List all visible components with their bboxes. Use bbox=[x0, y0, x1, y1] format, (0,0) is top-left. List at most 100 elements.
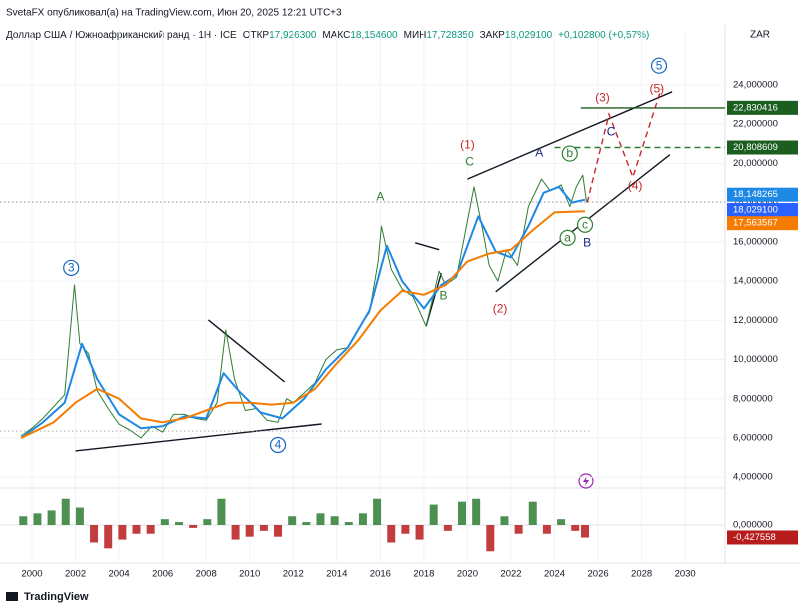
wave-label: c bbox=[582, 217, 588, 231]
oscillator-bar bbox=[61, 498, 70, 525]
wave-label: A bbox=[376, 189, 384, 203]
oscillator-bar bbox=[528, 501, 537, 525]
oscillator-bar bbox=[189, 525, 198, 528]
x-tick-label: 2020 bbox=[457, 569, 478, 580]
oscillator-bar bbox=[415, 525, 424, 540]
x-tick-label: 2010 bbox=[239, 569, 260, 580]
oscillator-bar bbox=[245, 525, 254, 537]
x-tick-label: 2014 bbox=[326, 569, 347, 580]
y-tick-label: 8,000000 bbox=[733, 393, 773, 404]
price-label: 20,808609 bbox=[733, 142, 778, 153]
wave-circle bbox=[650, 57, 668, 74]
y-tick-label: 16,000000 bbox=[733, 236, 778, 247]
x-tick-label: 2012 bbox=[283, 569, 304, 580]
author-line: SvetaFX опубликовал(а) на TradingView.co… bbox=[6, 7, 342, 19]
wave-label: (1) bbox=[460, 137, 475, 151]
wave-label: B bbox=[583, 235, 591, 249]
y-tick-label: 20,000000 bbox=[733, 158, 778, 169]
header-high: 18,154600 bbox=[350, 30, 398, 41]
oscillator-bar bbox=[132, 525, 141, 534]
brand: TradingView bbox=[24, 591, 89, 603]
series-line bbox=[20, 174, 587, 439]
x-tick-label: 2002 bbox=[65, 569, 86, 580]
price-label: 17,563567 bbox=[733, 218, 778, 229]
wave-label: b bbox=[566, 146, 573, 160]
oscillator-bar bbox=[316, 513, 325, 525]
wave-circle bbox=[561, 145, 578, 162]
y-tick-label: 10,000000 bbox=[733, 354, 778, 365]
oscillator-bar bbox=[571, 525, 580, 531]
y-tick-label: 12,000000 bbox=[733, 315, 778, 326]
x-tick-label: 2016 bbox=[370, 569, 391, 580]
oscillator-bar bbox=[542, 525, 551, 534]
lightning-icon bbox=[578, 473, 594, 489]
oscillator-bar bbox=[302, 522, 311, 525]
oscillator-bar bbox=[118, 525, 127, 540]
header-symbol: Доллар США / Южноафриканский ранд · 1Н ·… bbox=[6, 29, 237, 41]
oscillator-bar bbox=[358, 513, 367, 525]
oscillator-bar bbox=[47, 510, 56, 525]
oscillator-bar bbox=[231, 525, 240, 540]
drawn-line bbox=[586, 88, 662, 203]
x-tick-label: 2006 bbox=[152, 569, 173, 580]
drawn-line bbox=[75, 423, 322, 452]
wave-label: a bbox=[564, 231, 571, 245]
x-tick-label: 2030 bbox=[675, 569, 696, 580]
oscillator-bar bbox=[33, 513, 42, 525]
oscillator-bar bbox=[344, 522, 353, 525]
y-tick-label: 18,000000 bbox=[733, 197, 778, 208]
wave-label: C bbox=[465, 154, 474, 168]
oscillator-bar bbox=[217, 498, 226, 525]
oscillator-bar bbox=[288, 516, 297, 525]
wave-label: 4 bbox=[275, 438, 282, 452]
y-tick-label: 4,000000 bbox=[733, 472, 773, 483]
oscillator-bar bbox=[581, 525, 590, 538]
oscillator-bar bbox=[259, 525, 268, 531]
oscillator-bar bbox=[160, 519, 169, 525]
oscillator-bar bbox=[457, 501, 466, 525]
header-open-label: ОТКР bbox=[243, 30, 270, 41]
header-change: +0,102800 (+0,57%) bbox=[558, 30, 649, 41]
oscillator-bar bbox=[330, 516, 339, 525]
wave-circle bbox=[576, 216, 594, 233]
x-tick-label: 2008 bbox=[196, 569, 217, 580]
wave-label: A bbox=[535, 145, 543, 159]
oscillator-bar bbox=[500, 516, 509, 525]
oscillator-bar bbox=[443, 525, 452, 531]
oscillator-bar bbox=[472, 498, 481, 525]
wave-circle bbox=[63, 259, 80, 277]
price-label-bg bbox=[727, 216, 798, 231]
header-low: 17,728350 bbox=[426, 30, 474, 41]
x-tick-label: 2026 bbox=[588, 569, 609, 580]
price-label: 18,148265 bbox=[733, 189, 778, 200]
oscillator-bar bbox=[401, 525, 410, 534]
series-line bbox=[20, 210, 586, 439]
x-tick-label: 2000 bbox=[21, 569, 42, 580]
series-line bbox=[20, 185, 586, 439]
oscillator-bar bbox=[387, 525, 396, 543]
wave-circle bbox=[269, 436, 287, 454]
price-label-bg bbox=[727, 100, 798, 115]
oscillator-bar bbox=[486, 525, 495, 552]
indicator-last-bg bbox=[727, 530, 798, 545]
wave-label: 5 bbox=[656, 58, 663, 72]
oscillator-bar bbox=[90, 525, 99, 543]
oscillator-bar bbox=[373, 498, 382, 525]
drawn-line bbox=[207, 319, 286, 383]
wave-label: C bbox=[607, 125, 616, 139]
oscillator-bar bbox=[174, 522, 183, 525]
wave-label: (3) bbox=[595, 90, 610, 104]
oscillator-bar bbox=[514, 525, 523, 534]
wave-label: B bbox=[439, 289, 447, 303]
oscillator-bar bbox=[203, 519, 212, 525]
oscillator-bar bbox=[104, 525, 113, 549]
currency: ZAR bbox=[750, 30, 770, 41]
price-label-bg bbox=[727, 140, 798, 155]
oscillator-bar bbox=[75, 507, 84, 525]
oscillator-bar bbox=[557, 519, 566, 525]
oscillator-bar bbox=[19, 516, 28, 525]
header-close: 18,029100 bbox=[505, 30, 553, 41]
price-label: 22,830416 bbox=[733, 102, 778, 113]
indicator-tick-label: 0,000000 bbox=[733, 520, 773, 531]
